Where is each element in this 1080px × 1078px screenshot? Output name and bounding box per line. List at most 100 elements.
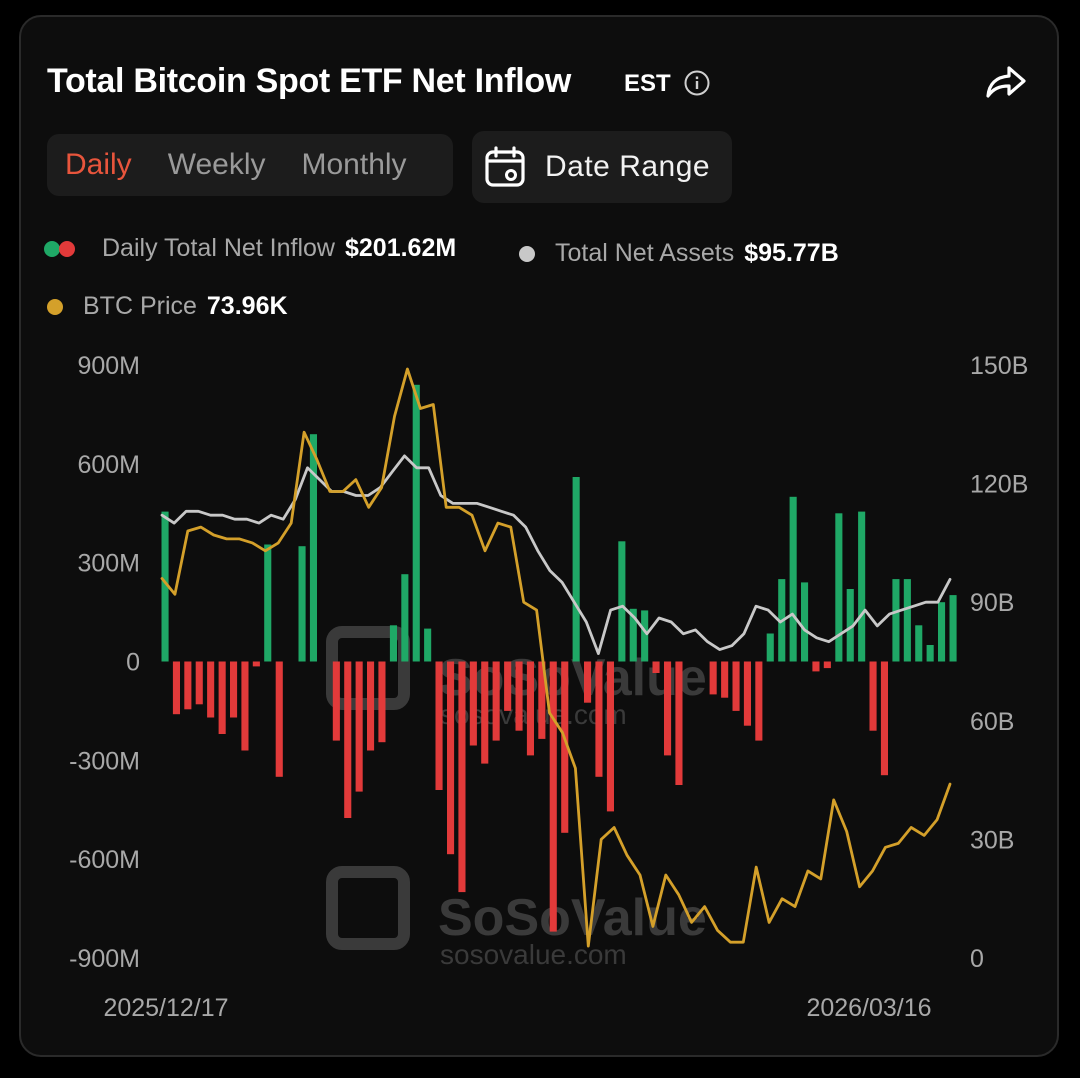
left-axis-tick: -900M <box>69 945 140 973</box>
legend-inflow-marker <box>44 240 80 258</box>
page-title: Total Bitcoin Spot ETF Net Inflow <box>47 62 571 100</box>
share-icon[interactable] <box>984 62 1028 102</box>
left-axis-tick: 0 <box>126 649 140 677</box>
inflow-bar <box>755 661 763 741</box>
inflow-bar <box>275 661 283 777</box>
inflow-bar <box>389 625 397 662</box>
inflow-bar <box>709 661 717 695</box>
inflow-bar <box>938 602 946 662</box>
left-axis-tick: 300M <box>77 550 140 578</box>
inflow-bar <box>252 661 260 667</box>
legend-price-label: BTC Price <box>83 292 197 320</box>
inflow-bar <box>595 661 603 777</box>
inflow-bar <box>492 661 500 741</box>
legend-price: BTC Price 73.96K <box>47 292 288 321</box>
inflow-bar <box>949 595 957 662</box>
calendar-icon <box>485 146 525 187</box>
inflow-bar <box>161 511 169 662</box>
timezone-label[interactable]: EST <box>624 70 671 97</box>
right-axis-tick: 60B <box>970 708 1014 736</box>
inflow-bar <box>447 661 455 855</box>
inflow-bar <box>526 661 534 756</box>
inflow-bar <box>481 661 489 764</box>
legend-assets-value: $95.77B <box>744 239 839 267</box>
tab-daily[interactable]: Daily <box>65 148 132 181</box>
date-range-label: Date Range <box>545 150 711 183</box>
inflow-bar <box>332 661 340 741</box>
inflow-bar <box>264 544 272 662</box>
legend-price-value: 73.96K <box>206 292 288 320</box>
inflow-bar <box>789 496 797 662</box>
inflow-bar <box>184 661 192 710</box>
right-axis-tick: 150B <box>970 352 1028 380</box>
left-axis-tick: 600M <box>77 451 140 479</box>
inflow-bar <box>652 661 660 673</box>
legend-price-marker <box>47 298 63 315</box>
inflow-bar <box>846 589 854 662</box>
legend-inflow-label: Daily Total Net Inflow <box>102 234 335 262</box>
inflow-bar <box>835 513 843 662</box>
inflow-bar <box>378 661 386 743</box>
inflow-bar <box>743 661 751 726</box>
legend-assets: Total Net Assets $95.77B <box>519 239 839 268</box>
tab-monthly[interactable]: Monthly <box>301 148 407 181</box>
inflow-bar <box>424 628 432 662</box>
inflow-bar <box>298 546 306 662</box>
inflow-bar <box>504 661 512 711</box>
watermark-brand: SoSoValue <box>438 889 707 947</box>
legend-assets-marker <box>519 245 535 262</box>
inflow-bar <box>823 661 831 669</box>
inflow-bar <box>915 625 923 662</box>
legend-inflow-value: $201.62M <box>344 234 457 262</box>
inflow-bar <box>606 661 614 812</box>
x-axis-start-label: 2025/12/17 <box>103 994 228 1022</box>
inflow-bar <box>515 661 523 731</box>
inflow-bar <box>584 661 592 703</box>
inflow-bar <box>926 645 934 662</box>
inflow-bar <box>469 661 477 746</box>
left-axis-tick: -600M <box>69 846 140 874</box>
inflow-bar <box>869 661 877 731</box>
inflow-bar <box>903 579 911 662</box>
inflow-bar <box>664 661 672 756</box>
right-axis-tick: 0 <box>970 945 984 973</box>
info-icon[interactable] <box>684 70 710 96</box>
inflow-bar <box>230 661 238 718</box>
left-axis-tick: 900M <box>77 352 140 380</box>
inflow-bar <box>412 384 420 662</box>
inflow-bar <box>641 610 649 662</box>
inflow-bar <box>458 661 466 893</box>
legend-inflow: Daily Total Net Inflow $201.62M <box>44 234 456 263</box>
inflow-bar <box>572 477 580 662</box>
inflow-bar <box>721 661 729 698</box>
date-range-button[interactable]: Date Range <box>472 131 732 203</box>
inflow-bar <box>732 661 740 711</box>
inflow-bar <box>435 661 443 790</box>
inflow-bar <box>195 661 203 705</box>
total-net-assets-line <box>160 454 952 655</box>
right-axis-tick: 90B <box>970 589 1014 617</box>
left-axis-tick: -300M <box>69 747 140 775</box>
inflow-bar <box>218 661 226 734</box>
inflow-bar <box>355 661 363 792</box>
inflow-bar <box>812 661 820 672</box>
inflow-bar <box>344 661 352 818</box>
inflow-bar <box>675 661 683 785</box>
inflow-bar <box>561 661 569 833</box>
inflow-bar <box>309 434 317 662</box>
inflow-bar <box>401 574 409 662</box>
tab-weekly[interactable]: Weekly <box>167 148 266 181</box>
btc-price-line <box>160 367 952 948</box>
inflow-bar <box>801 582 809 662</box>
inflow-bar <box>892 579 900 662</box>
inflow-bar <box>241 661 249 751</box>
right-axis-tick: 120B <box>970 471 1028 499</box>
inflow-bar <box>549 661 557 932</box>
inflow-bar <box>618 541 626 662</box>
legend-assets-label: Total Net Assets <box>555 239 735 267</box>
right-axis-tick: 30B <box>970 826 1014 854</box>
inflow-bar <box>367 661 375 751</box>
inflow-bar <box>880 661 888 776</box>
inflow-bar <box>629 608 637 662</box>
